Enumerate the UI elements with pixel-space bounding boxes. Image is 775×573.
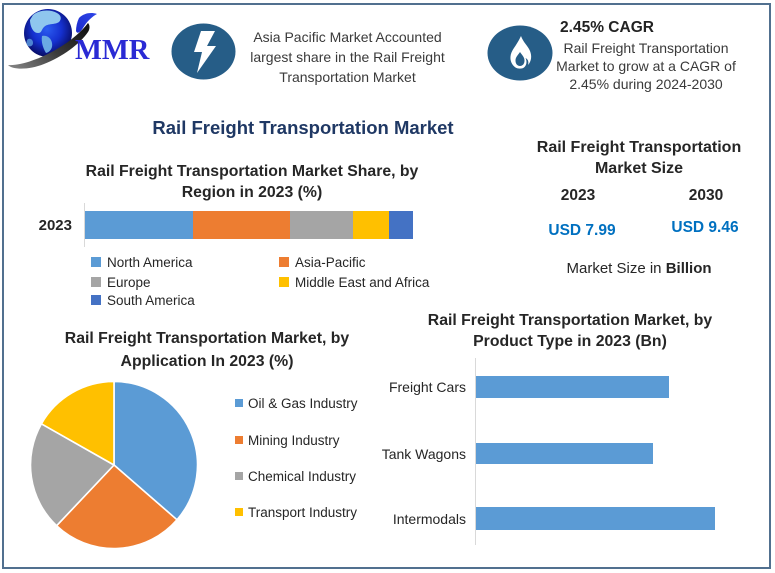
svg-text:MMR: MMR <box>75 35 150 66</box>
